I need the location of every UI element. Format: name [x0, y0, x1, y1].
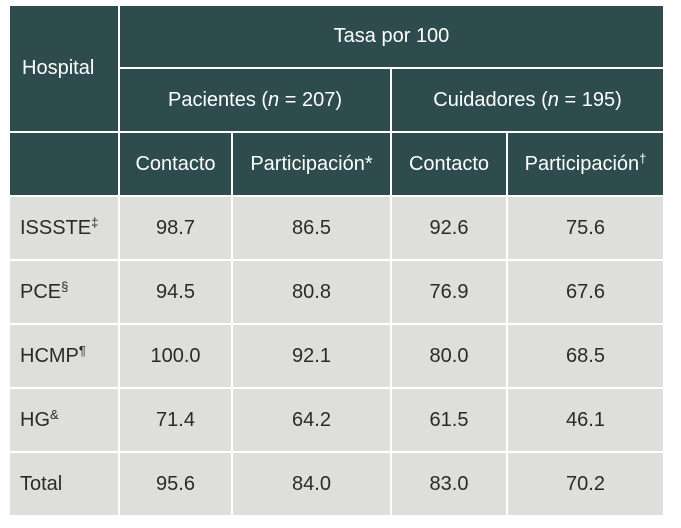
patients-participation-cell: 84.0	[231, 451, 392, 517]
caregivers-participation-cell: 68.5	[506, 323, 665, 389]
patients-participation-cell: 80.8	[231, 259, 392, 325]
caregivers-contact-header: Contacto	[390, 131, 508, 197]
rates-table: Hospital Tasa por 100 Pacientes (n = 207…	[10, 6, 665, 517]
hospital-name: HG&	[10, 387, 120, 453]
hospital-name: Total	[10, 451, 120, 517]
hospital-name: PCE§	[10, 259, 120, 325]
caregivers-participation-cell: 46.1	[506, 387, 665, 453]
patients-contact-cell: 94.5	[118, 259, 233, 325]
rate-header: Tasa por 100	[118, 6, 665, 69]
caregivers-contact-cell: 76.9	[390, 259, 508, 325]
patients-contact-cell: 71.4	[118, 387, 233, 453]
table-row: PCE§ 94.5 80.8 76.9 67.6	[10, 259, 665, 325]
table-row: HCMP¶ 100.0 92.1 80.0 68.5	[10, 323, 665, 389]
table-row: Total 95.6 84.0 83.0 70.2	[10, 451, 665, 517]
patients-participation-cell: 92.1	[231, 323, 392, 389]
hospital-header-spacer	[10, 131, 120, 197]
table-row: HG& 71.4 64.2 61.5 46.1	[10, 387, 665, 453]
patients-contact-cell: 98.7	[118, 195, 233, 261]
caregivers-contact-cell: 92.6	[390, 195, 508, 261]
caregivers-contact-cell: 61.5	[390, 387, 508, 453]
caregivers-participation-header: Participación†	[506, 131, 665, 197]
patients-participation-cell: 64.2	[231, 387, 392, 453]
patients-header: Pacientes (n = 207)	[119, 67, 392, 133]
caregivers-participation-cell: 70.2	[506, 451, 665, 517]
caregivers-participation-cell: 75.6	[506, 195, 665, 261]
hospital-name: HCMP¶	[10, 323, 120, 389]
hospital-name: ISSSTE‡	[10, 195, 120, 261]
caregivers-contact-cell: 83.0	[390, 451, 508, 517]
patients-contact-cell: 95.6	[118, 451, 233, 517]
patients-contact-cell: 100.0	[118, 323, 233, 389]
patients-contact-header: Contacto	[118, 131, 233, 197]
patients-participation-cell: 86.5	[231, 195, 392, 261]
hospital-header: Hospital	[10, 6, 120, 133]
caregivers-contact-cell: 80.0	[390, 323, 508, 389]
table-row: ISSSTE‡ 98.7 86.5 92.6 75.6	[10, 195, 665, 261]
caregivers-participation-cell: 67.6	[506, 259, 665, 325]
caregivers-header: Cuidadores (n = 195)	[390, 67, 665, 133]
patients-participation-header: Participación*	[231, 131, 392, 197]
